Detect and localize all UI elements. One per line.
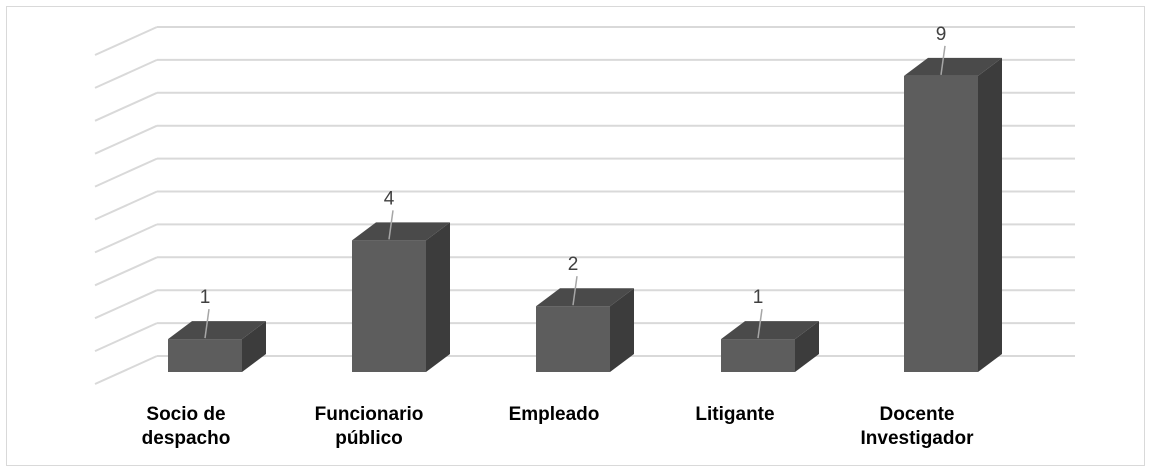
bar-side: [242, 321, 266, 372]
gridline-diag: [94, 26, 158, 56]
bar: [904, 57, 1002, 373]
bar-front: [904, 75, 978, 373]
bar-top: [721, 321, 819, 340]
bar: [536, 288, 634, 372]
category-label-line: Investigador: [861, 428, 975, 449]
category-label: Empleado: [509, 404, 600, 425]
bar: [168, 321, 266, 372]
gridline-diag: [94, 58, 158, 89]
category-label: Docente Investigador: [861, 404, 975, 449]
category-label: Socio de despacho: [142, 404, 231, 449]
data-label: 9: [936, 24, 947, 45]
gridline-diag: [94, 190, 158, 221]
data-label-line: [388, 210, 394, 240]
category-label-line: Litigante: [695, 404, 774, 425]
data-label-line: [572, 276, 578, 306]
data-label-line: [940, 45, 946, 76]
gridline-diag: [94, 256, 158, 287]
category-label-line: Empleado: [509, 404, 600, 425]
category-label-line: Socio de: [146, 404, 225, 425]
data-label-line: [757, 308, 763, 339]
bar-side: [426, 222, 450, 372]
category-label-line: Funcionario: [315, 404, 424, 425]
gridline-diag: [94, 355, 158, 385]
bar: [352, 222, 450, 372]
bar-front: [168, 339, 242, 372]
bar-side: [610, 288, 634, 372]
category-label-line: Docente: [880, 404, 955, 425]
bar-top: [904, 57, 1002, 76]
data-label: 2: [568, 254, 579, 275]
category-label-line: público: [335, 428, 403, 449]
bar-top: [168, 321, 266, 340]
gridline-diag: [94, 223, 158, 254]
data-labels: 1 4 2 1 9: [200, 24, 947, 339]
data-label: 1: [753, 287, 764, 308]
bar-top: [352, 222, 450, 241]
gridline-diag: [94, 157, 158, 188]
bar-front: [536, 306, 610, 372]
bar-front: [352, 240, 426, 372]
gridline-diag: [94, 91, 158, 122]
category-label: Litigante: [695, 404, 774, 425]
bar-top: [536, 288, 634, 307]
bar: [721, 321, 819, 372]
category-label: Funcionario público: [315, 404, 424, 449]
data-label-line: [204, 308, 210, 339]
gridline-diag: [94, 289, 158, 320]
bar-front: [721, 339, 795, 372]
gridline-diag: [94, 322, 158, 353]
gridline-diag: [94, 124, 158, 155]
bar-side: [978, 57, 1002, 373]
data-label: 4: [384, 188, 395, 209]
bars: [168, 57, 1002, 373]
bar-side: [795, 321, 819, 372]
category-label-line: despacho: [142, 428, 231, 449]
data-label: 1: [200, 287, 211, 308]
category-labels: Socio de despacho Funcionario público Emplea…: [142, 404, 974, 449]
